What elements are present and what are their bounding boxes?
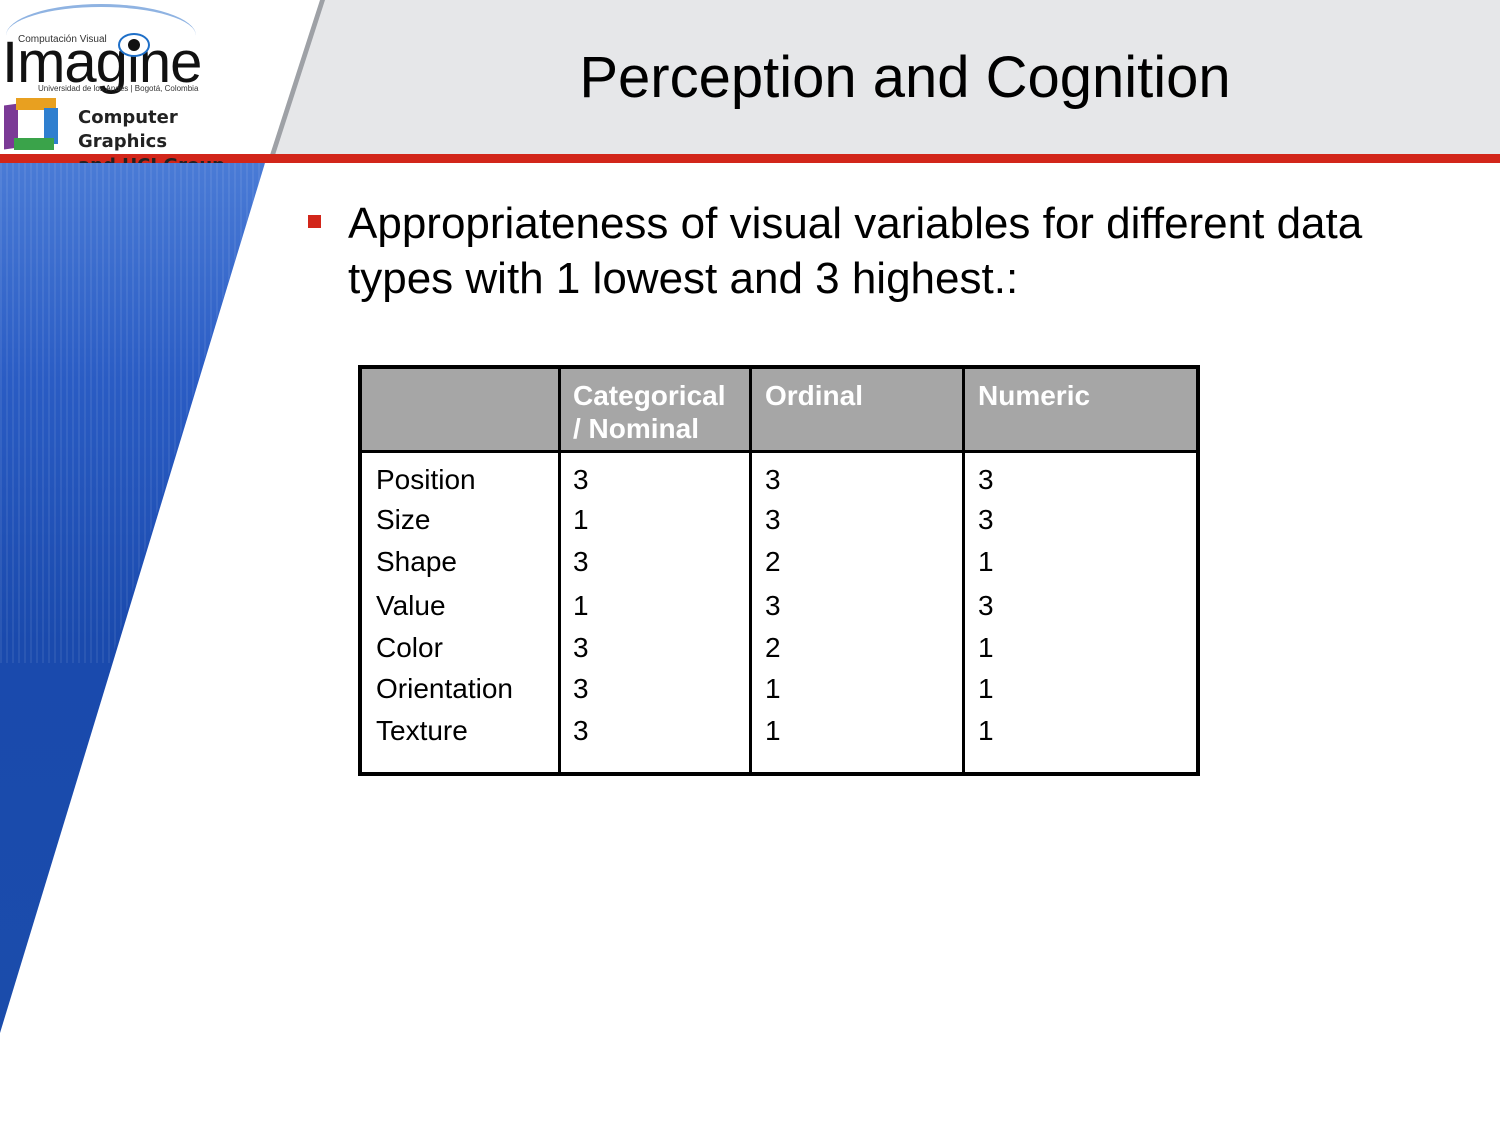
row-label-texture: Texture xyxy=(376,715,468,746)
row-label-shape: Shape xyxy=(376,546,457,577)
cell-value: 1 xyxy=(978,715,994,746)
bullet-icon xyxy=(308,215,321,228)
cell-value: 3 xyxy=(978,504,994,535)
cell-value: 1 xyxy=(765,715,781,746)
slide-title: Perception and Cognition xyxy=(579,45,1231,110)
cell-value: 2 xyxy=(765,632,781,663)
logo-arc xyxy=(6,4,196,67)
header-accent-line xyxy=(0,154,1500,163)
bullet-text: Appropriateness of visual variables for … xyxy=(348,199,1363,303)
header-numeric: Numeric xyxy=(978,380,1091,411)
cell-value: 3 xyxy=(765,590,781,621)
header-categorical: Categorical / Nominal xyxy=(573,380,726,444)
cell-value: 3 xyxy=(573,546,589,577)
cell-value: 3 xyxy=(573,715,589,746)
group-logo-icon xyxy=(4,98,64,153)
logo-small-text: Computación Visual xyxy=(18,34,107,45)
row-label-color: Color xyxy=(376,632,443,663)
row-label-orientation: Orientation xyxy=(376,673,513,704)
table-header-row xyxy=(362,369,1196,453)
cell-value: 1 xyxy=(765,673,781,704)
column-divider xyxy=(558,369,561,772)
cell-value: 1 xyxy=(573,504,589,535)
cell-value: 1 xyxy=(573,590,589,621)
cell-value: 1 xyxy=(978,546,994,577)
cell-value: 3 xyxy=(978,464,994,495)
cell-value: 3 xyxy=(573,632,589,663)
visual-variables-table: Categorical / Nominal Ordinal Numeric Po… xyxy=(358,365,1200,776)
row-label-value: Value xyxy=(376,590,446,621)
cell-value: 3 xyxy=(765,504,781,535)
cell-value: 2 xyxy=(765,546,781,577)
row-label-size: Size xyxy=(376,504,431,535)
cell-value: 1 xyxy=(978,632,994,663)
header-ordinal: Ordinal xyxy=(765,380,864,411)
logo-word: Imagine xyxy=(2,30,202,95)
cell-value: 1 xyxy=(978,673,994,704)
logo-group-line1: Computer Graphics xyxy=(78,107,178,152)
decorative-streaks xyxy=(0,163,265,663)
column-divider xyxy=(749,369,752,772)
imagine-logo: Computación Visual Imagine Universidad d… xyxy=(0,0,270,176)
row-label-position: Position xyxy=(376,464,476,495)
cell-value: 3 xyxy=(573,673,589,704)
column-divider xyxy=(962,369,965,772)
logo-university: Universidad de los Andes | Bogotá, Colom… xyxy=(38,84,199,93)
cell-value: 3 xyxy=(765,464,781,495)
eye-icon xyxy=(118,33,150,57)
cell-value: 3 xyxy=(573,464,589,495)
cell-value: 3 xyxy=(978,590,994,621)
